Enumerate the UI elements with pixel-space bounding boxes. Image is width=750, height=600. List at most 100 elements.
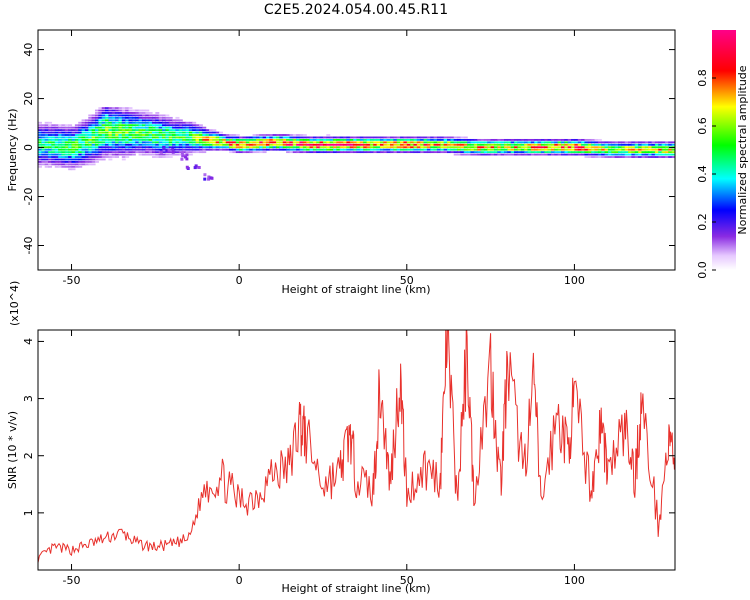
heatmap-cell bbox=[148, 112, 153, 114]
heatmap-cell bbox=[483, 148, 488, 151]
heatmap-cell bbox=[111, 119, 116, 122]
heatmap-cell bbox=[51, 138, 56, 141]
heatmap-cell bbox=[376, 136, 381, 139]
heatmap-cell bbox=[121, 124, 126, 127]
heatmap-cell bbox=[148, 114, 153, 117]
heatmap-cell bbox=[44, 126, 49, 129]
heatmap-cell bbox=[128, 143, 133, 146]
snr-xtick-label: 50 bbox=[400, 574, 414, 587]
heatmap-cell bbox=[58, 165, 63, 168]
heatmap-cell bbox=[255, 146, 260, 149]
heatmap-cell bbox=[634, 141, 639, 144]
heatmap-cell bbox=[262, 138, 267, 141]
heatmap-cell bbox=[634, 153, 639, 156]
heatmap-cell bbox=[564, 143, 569, 146]
heatmap-cell bbox=[487, 151, 492, 154]
heatmap-cell bbox=[91, 129, 96, 132]
heatmap-cell bbox=[336, 138, 341, 141]
heatmap-cell bbox=[138, 143, 143, 146]
heatmap-cell bbox=[118, 143, 123, 146]
heatmap-cell bbox=[125, 129, 130, 132]
heatmap-cell bbox=[141, 119, 146, 122]
heatmap-cell bbox=[574, 141, 579, 144]
heatmap-cell bbox=[591, 156, 596, 158]
heatmap-cell bbox=[460, 141, 465, 144]
heatmap-cell bbox=[183, 155, 187, 159]
heatmap-cell bbox=[165, 124, 170, 127]
heatmap-cell bbox=[423, 138, 428, 141]
heatmap-cell bbox=[105, 109, 110, 112]
heatmap-cell bbox=[135, 126, 140, 129]
heatmap-cell bbox=[68, 146, 73, 149]
heatmap-cell bbox=[48, 134, 53, 136]
heatmap-cell bbox=[292, 136, 297, 139]
heatmap-cell bbox=[561, 143, 565, 146]
heatmap-cell bbox=[540, 153, 545, 156]
heatmap-cell bbox=[329, 141, 334, 144]
heatmap-cell bbox=[624, 151, 629, 154]
heatmap-cell bbox=[450, 146, 455, 149]
heatmap-cell bbox=[81, 143, 86, 146]
heatmap-cell bbox=[121, 114, 126, 117]
heatmap-cell bbox=[664, 148, 669, 151]
heatmap-cell bbox=[105, 151, 110, 154]
heatmap-cell bbox=[108, 112, 113, 114]
heatmap-cell bbox=[128, 114, 133, 117]
heatmap-cell bbox=[51, 129, 56, 132]
heatmap-cell bbox=[520, 146, 525, 149]
heatmap-cell bbox=[51, 134, 56, 136]
heatmap-cell bbox=[473, 153, 478, 156]
heatmap-cell bbox=[155, 146, 160, 149]
heatmap-cell bbox=[604, 156, 609, 158]
heatmap-cell bbox=[276, 146, 280, 149]
heatmap-cell bbox=[601, 156, 606, 158]
heatmap-cell bbox=[540, 146, 545, 149]
colorbar-tick-label: 0.6 bbox=[696, 117, 709, 135]
heatmap-cell bbox=[547, 138, 552, 141]
heatmap-cell bbox=[312, 136, 317, 139]
heatmap-cell bbox=[550, 151, 555, 154]
heatmap-cell bbox=[71, 138, 76, 141]
heatmap-cell bbox=[430, 136, 435, 139]
heatmap-cell bbox=[74, 141, 79, 144]
heatmap-cell bbox=[272, 134, 277, 136]
heatmap-cell bbox=[81, 134, 86, 136]
heatmap-cell bbox=[453, 138, 458, 141]
heatmap-cell bbox=[259, 136, 264, 139]
heatmap-cell bbox=[125, 141, 130, 144]
heatmap-cell bbox=[131, 134, 136, 136]
heatmap-cell bbox=[84, 138, 89, 141]
heatmap-cell bbox=[430, 151, 435, 154]
heatmap-cell bbox=[316, 143, 321, 146]
heatmap-cell bbox=[71, 151, 76, 154]
heatmap-cell bbox=[202, 143, 207, 146]
heatmap-cell bbox=[634, 148, 639, 151]
heatmap-cell bbox=[386, 136, 391, 139]
heatmap-cell bbox=[88, 153, 93, 156]
heatmap-cell bbox=[262, 141, 267, 144]
heatmap-cell bbox=[138, 148, 143, 151]
heatmap-cell bbox=[390, 136, 394, 139]
heatmap-cell bbox=[520, 141, 525, 144]
heatmap-cell bbox=[467, 153, 472, 156]
heatmap-cell bbox=[420, 138, 425, 141]
heatmap-cell bbox=[265, 138, 270, 141]
heatmap-cell bbox=[78, 121, 83, 124]
heatmap-cell bbox=[571, 146, 576, 149]
heatmap-cell bbox=[182, 131, 187, 134]
heatmap-cell bbox=[111, 109, 116, 112]
heatmap-cell bbox=[118, 131, 123, 134]
heatmap-cell bbox=[671, 148, 675, 151]
heatmap-cell bbox=[537, 138, 542, 141]
heatmap-cell bbox=[148, 138, 153, 141]
heatmap-cell bbox=[265, 134, 270, 136]
heatmap-cell bbox=[118, 136, 123, 139]
heatmap-cell bbox=[309, 141, 314, 144]
heatmap-cell bbox=[125, 131, 130, 134]
heatmap-cell bbox=[584, 156, 589, 158]
heatmap-cell bbox=[343, 148, 348, 151]
heatmap-cell bbox=[108, 126, 113, 129]
heatmap-cell bbox=[564, 151, 569, 154]
heatmap-cell bbox=[165, 119, 170, 122]
heatmap-cell bbox=[470, 143, 475, 146]
